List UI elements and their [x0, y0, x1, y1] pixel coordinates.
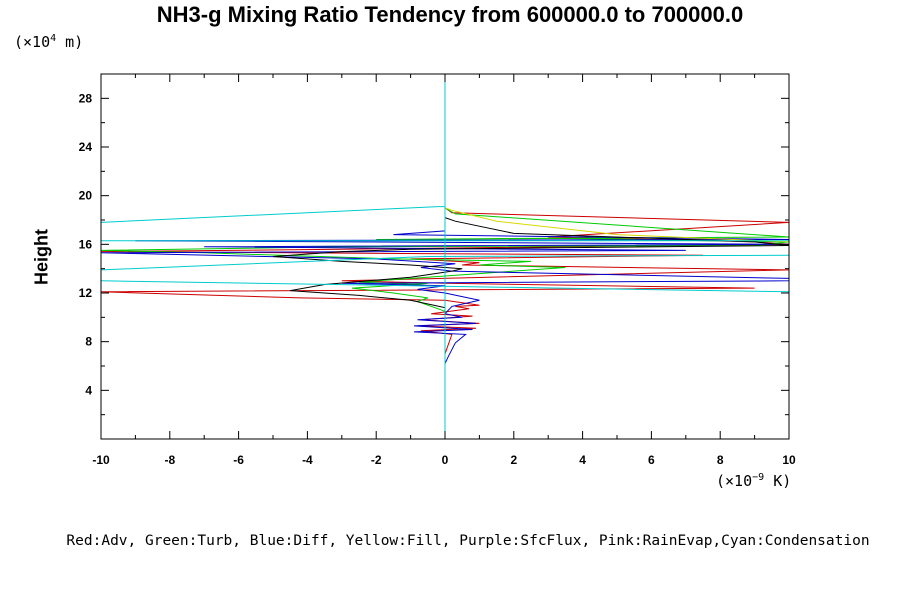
- y-unit-suffix: m): [56, 33, 84, 51]
- y-unit-exponent: 4: [50, 33, 57, 44]
- x-tick-label: -8: [164, 453, 175, 467]
- x-tick-label: 6: [648, 453, 655, 467]
- legend-text: Red:Adv, Green:Turb, Blue:Diff, Yellow:F…: [66, 533, 870, 549]
- y-tick-label: 24: [79, 140, 93, 154]
- y-unit-prefix: (×10: [14, 33, 51, 51]
- y-tick-label: 12: [79, 286, 93, 300]
- y-tick-label: 28: [79, 91, 93, 105]
- x-axis-unit: (×10−9 K): [716, 472, 791, 490]
- x-unit-suffix: K): [764, 472, 792, 490]
- x-tick-label: 8: [717, 453, 724, 467]
- series-line-8: [100, 280, 790, 293]
- x-tick-label: 2: [510, 453, 517, 467]
- x-tick-label: -4: [302, 453, 313, 467]
- x-unit-prefix: (×10: [716, 472, 753, 490]
- y-tick-label: 20: [79, 189, 93, 203]
- y-tick-label: 4: [85, 383, 92, 397]
- series-line-7: [100, 254, 790, 271]
- x-tick-label: -2: [371, 453, 382, 467]
- y-axis-unit: (×104 m): [14, 33, 83, 51]
- y-tick-label: 8: [85, 335, 92, 349]
- chart-title: NH3-g Mixing Ratio Tendency from 600000.…: [156, 2, 744, 27]
- x-tick-label: 10: [782, 453, 796, 467]
- y-tick-label: 16: [79, 237, 93, 251]
- series-line-4: [272, 74, 790, 439]
- x-tick-label: 4: [579, 453, 586, 467]
- x-tick-label: -10: [92, 453, 110, 467]
- x-unit-exponent: −9: [752, 472, 765, 483]
- series-line-6: [100, 206, 445, 223]
- x-tick-label: 0: [442, 453, 449, 467]
- x-tick-label: -6: [233, 453, 244, 467]
